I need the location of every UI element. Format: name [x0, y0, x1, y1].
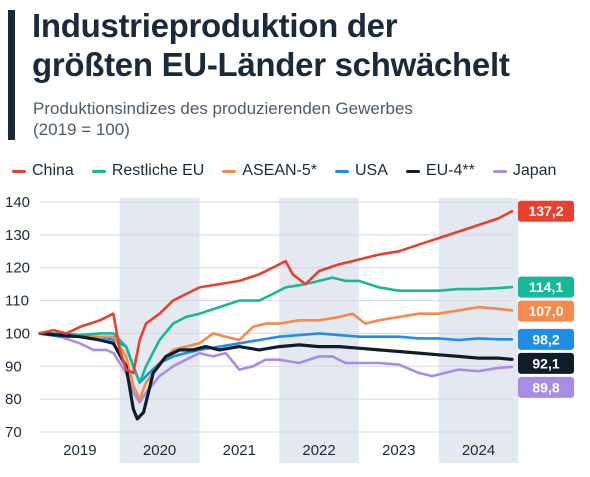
end-label-eu-4: 92,1 [532, 355, 559, 371]
legend-swatch-china [12, 169, 26, 173]
legend-swatch-asean-5 [222, 169, 237, 173]
end-label-box-japan [518, 376, 574, 398]
legend-label-restliche-eu: Restliche EU [111, 162, 205, 179]
series-line-asean-5 [38, 305, 514, 401]
end-label-box-restliche-eu [518, 276, 574, 298]
year-band-2024 [438, 198, 519, 463]
end-label-restliche-eu: 114,1 [529, 279, 563, 295]
year-band-2022 [279, 198, 359, 463]
subtitle-line-1: Produktionsindizes des produzierenden Ge… [33, 99, 413, 118]
x-tick-label-2020: 2020 [143, 442, 176, 459]
end-label-china: 137,2 [528, 203, 563, 219]
legend-item-usa: USA [335, 162, 388, 180]
legend-item-restliche-eu: Restliche EU [91, 162, 205, 180]
subtitle-line-2: (2019 = 100) [33, 120, 130, 139]
y-tick-label-130: 130 [5, 227, 30, 244]
legend-label-china: China [32, 162, 74, 179]
legend-swatch-restliche-eu [91, 169, 106, 173]
title-accent-bar [8, 10, 15, 140]
x-tick-label-2021: 2021 [223, 442, 256, 459]
x-tick-label-2019: 2019 [63, 442, 96, 459]
y-tick-label-90: 90 [5, 358, 22, 375]
legend-item-eu-4: EU-4** [405, 162, 475, 180]
x-tick-label-2024: 2024 [462, 442, 495, 459]
title-line-2: größten EU-Länder schwächelt [32, 46, 510, 83]
legend-label-usa: USA [355, 162, 388, 179]
legend-item-japan: Japan [492, 162, 557, 180]
legend-item-china: China [12, 162, 74, 180]
end-label-box-china [518, 200, 574, 222]
end-label-box-asean-5 [518, 300, 574, 322]
chart-title: Industrieproduktion der größten EU-Lände… [32, 6, 582, 84]
series-line-restliche-eu [38, 276, 514, 384]
y-tick-label-100: 100 [5, 325, 30, 342]
legend-label-asean-5: ASEAN-5* [242, 162, 317, 179]
series-line-japan [38, 332, 514, 404]
y-tick-label-80: 80 [5, 391, 22, 408]
title-line-1: Industrieproduktion der [32, 7, 398, 44]
chart-subtitle: Produktionsindizes des produzierenden Ge… [33, 98, 573, 140]
legend-swatch-usa [335, 169, 349, 173]
year-band-2020 [119, 198, 200, 463]
y-tick-label-120: 120 [5, 260, 30, 277]
end-label-box-eu-4 [518, 352, 574, 374]
end-label-asean-5: 107,0 [528, 303, 563, 319]
end-label-usa: 98,2 [532, 331, 559, 347]
series-line-china [38, 209, 514, 375]
legend-item-asean-5: ASEAN-5* [222, 162, 317, 180]
chart-legend: China Restliche EU ASEAN-5* USA EU-4** Japan [12, 160, 587, 182]
y-tick-label-140: 140 [5, 194, 30, 211]
legend-swatch-japan [492, 169, 507, 173]
series-line-usa [38, 332, 514, 384]
y-tick-label-110: 110 [5, 293, 29, 310]
legend-swatch-eu-4 [405, 169, 420, 173]
y-tick-label-70: 70 [5, 424, 22, 441]
x-tick-label-2023: 2023 [382, 442, 415, 459]
x-tick-label-2022: 2022 [302, 442, 335, 459]
legend-label-japan: Japan [512, 162, 557, 179]
end-label-japan: 89,8 [532, 379, 559, 395]
end-label-box-usa [518, 328, 574, 350]
legend-label-eu-4: EU-4** [425, 162, 475, 179]
